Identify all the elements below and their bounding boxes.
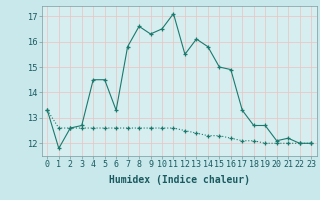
X-axis label: Humidex (Indice chaleur): Humidex (Indice chaleur) [109,175,250,185]
